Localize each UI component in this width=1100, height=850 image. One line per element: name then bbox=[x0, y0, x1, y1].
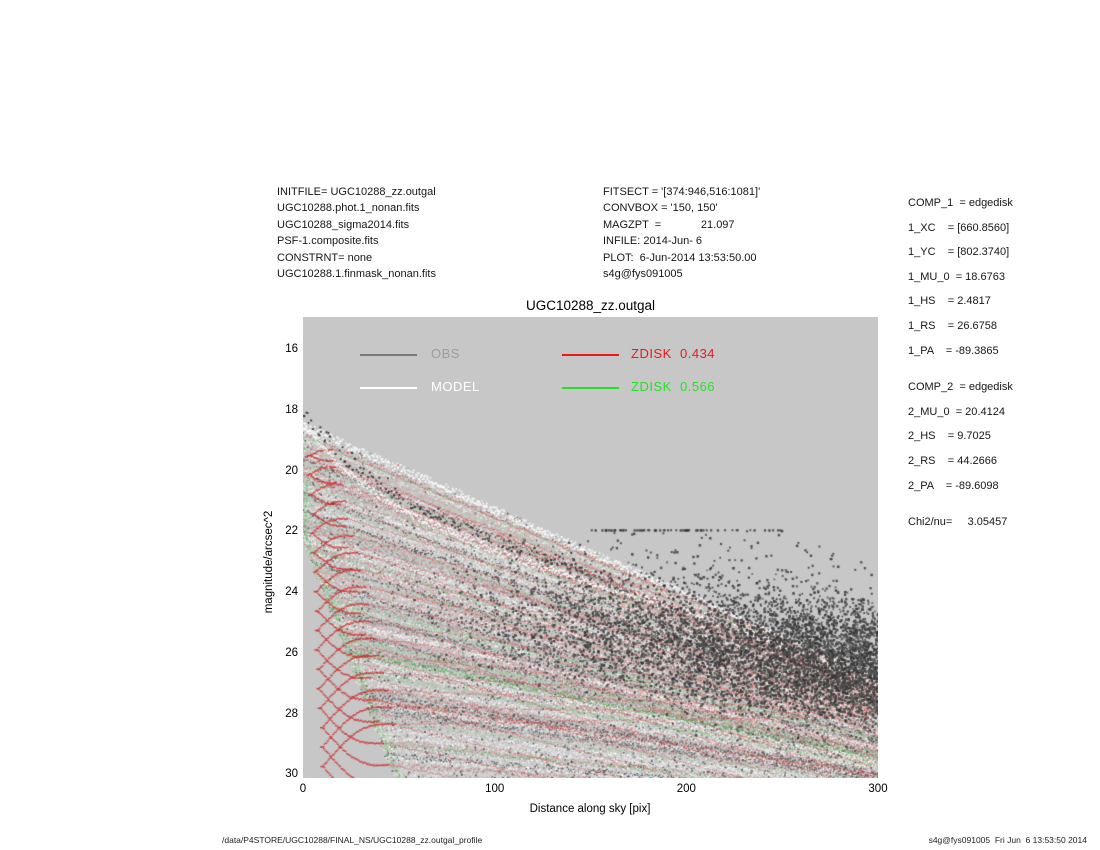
y-tick-label: 28 bbox=[285, 707, 298, 720]
plot-title: UGC10288_zz.outgal bbox=[525, 298, 656, 313]
input-file-line: INITFILE= UGC10288_zz.outgal bbox=[277, 186, 436, 198]
x-axis-label: Distance along sky [pix] bbox=[529, 803, 651, 815]
footer-file-path: /data/P4STORE/UGC10288/FINAL_NS/UGC10288… bbox=[222, 835, 483, 845]
footer-user-timestamp: s4g@fys091005 Fri Jun 6 13:53:50 2014 bbox=[928, 835, 1087, 845]
input-file-line: CONSTRNT= none bbox=[277, 251, 373, 264]
fit-param-line: COMP_1 = edgedisk bbox=[908, 197, 1013, 209]
input-file-line: UGC10288.1.finmask_nonan.fits bbox=[277, 268, 436, 281]
fit-setting-line: FITSECT = '[374:946,516:1081]' bbox=[603, 186, 761, 198]
header-block-fit-settings: FITSECT = '[374:946,516:1081]' CONVBOX = … bbox=[603, 184, 760, 282]
y-tick-label: 16 bbox=[285, 343, 298, 356]
legend-label-zdisk-0434: ZDISK 0.434 bbox=[631, 346, 716, 361]
legend-line-zdisk-0434 bbox=[562, 354, 619, 356]
fit-param-line: 1_YC = [802.3740] bbox=[908, 246, 1010, 259]
legend-line-zdisk-0566 bbox=[562, 387, 619, 389]
y-axis-label: magnitude/arcsec^2 bbox=[263, 510, 275, 614]
x-tick-label: 100 bbox=[485, 783, 505, 795]
fit-param-line: 2_RS = 44.2666 bbox=[908, 454, 997, 467]
y-tick-label: 26 bbox=[285, 646, 298, 659]
legend-label-zdisk-0566: ZDISK 0.566 bbox=[631, 379, 716, 394]
fit-param-line: 1_HS = 2.4817 bbox=[908, 295, 991, 308]
legend-label-model: MODEL bbox=[431, 379, 480, 394]
x-tick-label: 200 bbox=[676, 783, 696, 795]
fit-param-line: 1_MU_0 = 18.6763 bbox=[908, 270, 1005, 283]
y-tick-label: 18 bbox=[285, 403, 298, 416]
input-file-line: UGC10288.phot.1_nonan.fits bbox=[277, 202, 420, 215]
fit-setting-line: PLOT: 6-Jun-2014 13:53:50.00 bbox=[603, 251, 757, 264]
fit-param-line bbox=[908, 363, 1013, 375]
fit-setting-line: CONVBOX = '150, 150' bbox=[603, 202, 718, 215]
x-tick-label: 0 bbox=[299, 783, 307, 795]
plot-area: OBS MODEL ZDISK 0.434 ZDISK 0.566 bbox=[303, 317, 878, 778]
input-file-line: PSF-1.composite.fits bbox=[277, 235, 379, 248]
fit-param-line: 2_PA = -89.6098 bbox=[908, 479, 999, 492]
fit-setting-line: INFILE: 2014-Jun- 6 bbox=[603, 235, 703, 248]
y-tick-label: 22 bbox=[285, 525, 298, 538]
y-tick-label: 30 bbox=[285, 768, 298, 781]
y-tick-label: 24 bbox=[285, 586, 298, 599]
legend-label-obs: OBS bbox=[431, 346, 460, 361]
fit-setting-line: s4g@fys091005 bbox=[603, 268, 683, 281]
legend-line-obs bbox=[360, 354, 417, 356]
input-file-line: UGC10288_sigma2014.fits bbox=[277, 218, 410, 231]
fit-param-line: 2_MU_0 = 20.4124 bbox=[908, 405, 1005, 418]
header-block-input-files: INITFILE= UGC10288_zz.outgal UGC10288.pho… bbox=[277, 184, 436, 282]
x-tick-label: 300 bbox=[868, 783, 888, 795]
profile-scatter-canvas bbox=[303, 317, 878, 778]
fit-param-line: Chi2/nu= 3.05457 bbox=[908, 516, 1008, 529]
fit-param-line: COMP_2 = edgedisk bbox=[908, 381, 1013, 394]
fit-param-line: 1_XC = [660.8560] bbox=[908, 221, 1010, 234]
fit-param-line: 1_RS = 26.6758 bbox=[908, 319, 997, 332]
fit-param-line: 1_PA = -89.3865 bbox=[908, 344, 999, 357]
fit-params-block: COMP_1 = edgedisk 1_XC = [660.8560] 1_YC =… bbox=[908, 191, 1013, 535]
fit-param-line bbox=[908, 498, 1013, 510]
fit-setting-line: MAGZPT = 21.097 bbox=[603, 218, 735, 231]
fit-param-line: 2_HS = 9.7025 bbox=[908, 430, 991, 443]
legend-line-model bbox=[360, 387, 417, 389]
y-tick-label: 20 bbox=[285, 464, 298, 477]
